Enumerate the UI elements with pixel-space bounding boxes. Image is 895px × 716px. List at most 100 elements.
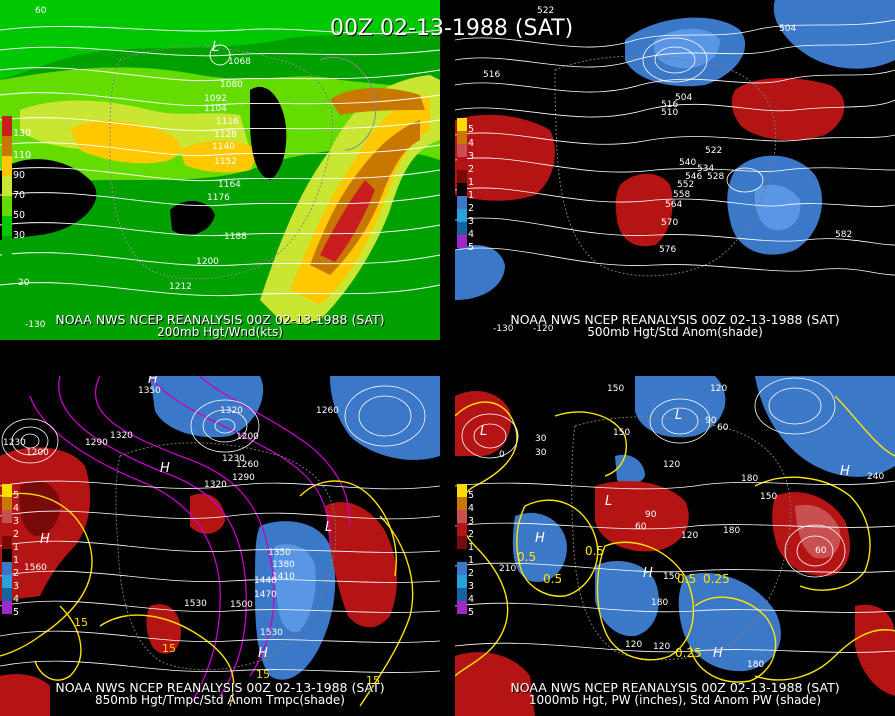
colorbar-label: 70 [13,190,26,201]
contour-label: 564 [665,200,683,210]
colorbar-label: 90 [13,170,26,181]
page-title: 00Z 02-13-1988 (SAT) [330,16,574,41]
high-pressure-marker: H [160,461,170,476]
contour-label: 522 [537,6,555,16]
pw-label: 0.25 [703,572,730,586]
high-pressure-marker: H [258,646,268,661]
low-pressure-marker: L [605,494,613,509]
contour-label: 120 [710,384,728,394]
colorbar-label: 50 [13,210,26,221]
colorbar-label: 1 [468,190,475,201]
contour-label: 1140 [212,142,235,152]
high-pressure-marker: H [148,376,158,387]
contour-label: 120 [681,531,699,541]
colorbar-label: 30 [13,230,26,241]
contour-label: 552 [677,180,695,190]
contour-label: 60 [717,423,729,433]
colorbar [2,484,12,614]
contour-label: 1530 [260,628,283,638]
coord-label: -130 [493,324,514,334]
temperature-label: 15 [74,616,88,629]
contour-label: 210 [499,564,517,574]
contour-label: 1320 [204,480,227,490]
caption-line-2: 200mb Hgt/Wnd(kts) [157,325,283,339]
contour-label: 576 [659,245,677,255]
colorbar-label: 4 [468,503,475,514]
colorbar-label: 3 [468,516,475,527]
temperature-label: 15 [256,668,270,681]
contour-label: 528 [707,172,725,182]
contour-label: 1188 [224,232,247,242]
colorbar-label: 5 [13,490,20,501]
contour-label: 90 [705,416,717,426]
contour-label: 1290 [85,438,108,448]
coord-label: 20 [18,278,30,288]
contour-label: 120 [653,642,671,652]
panel-1000mb-height-pw: 5 4 3 2 1 1 2 3 4 5 L L H H H H L 150 12… [455,376,895,716]
temperature-label: 15 [366,674,380,687]
colorbar-label: 2 [468,568,475,579]
colorbar-label: 1 [468,542,475,553]
high-pressure-marker: H [535,531,545,546]
colorbar-label: 1 [13,555,20,566]
colorbar-label: 1 [13,542,20,553]
colorbar-label: 3 [13,516,20,527]
contour-label: 1320 [220,406,243,416]
contour-label: 516 [661,100,679,110]
pw-label: 0.5 [543,572,563,586]
temperature-anomaly-map [0,376,440,716]
contour-label: 1350 [268,548,291,558]
low-pressure-marker: L [480,424,488,439]
contour-label: 1470 [254,590,277,600]
caption-line-1: NOAA NWS NCEP REANALYSIS 00Z 02-13-1988 … [510,680,840,695]
contour-label: 546 [685,172,703,182]
contour-label: 1500 [230,600,253,610]
panel-200mb-height-wind: 130 110 90 70 50 30 60 -130 20 L 1068 10… [0,0,440,340]
colorbar-label: 5 [13,607,20,618]
contour-label: 180 [747,660,765,670]
caption-line-2: 500mb Hgt/Std Anom(shade) [587,325,763,339]
low-pressure-marker: L [675,408,683,423]
panel-caption: NOAA NWS NCEP REANALYSIS 00Z 02-13-1988 … [0,681,440,706]
colorbar-label: 4 [468,594,475,605]
contour-label: 570 [661,218,679,228]
panel-850mb-height-temp: 5 4 3 2 1 1 2 3 4 5 H H H L H 1350 1320 … [0,376,440,716]
colorbar-label: 5 [468,607,475,618]
colorbar-label: 5 [468,242,475,253]
colorbar-label: 5 [468,124,475,135]
pw-label: 0.5 [517,550,537,564]
low-pressure-marker: L [212,40,220,55]
contour-label: 1200 [196,257,219,267]
coord-label: -130 [25,320,46,330]
contour-label: 1380 [272,560,295,570]
contour-label: 1560 [24,563,47,573]
contour-label: 1176 [207,193,230,203]
colorbar [457,484,467,614]
colorbar-label: 2 [468,203,475,214]
caption-line-2: 1000mb Hgt, PW (inches), Std Anom PW (sh… [528,693,822,707]
contour-label: 1128 [214,130,237,140]
low-pressure-marker: L [325,520,333,535]
high-pressure-marker: H [713,646,723,661]
contour-label: 240 [867,472,885,482]
wind-speed-map [0,0,440,340]
colorbar-label: 3 [468,216,475,227]
contour-label: 1290 [232,473,255,483]
contour-label: 504 [779,24,797,34]
contour-label: 1092 [204,94,227,104]
panel-500mb-height-anomaly: 5 4 3 2 1 1 2 3 4 5 522 516 504 516 510 … [455,0,895,340]
colorbar-label: 3 [13,581,20,592]
contour-label: 1530 [184,599,207,609]
high-pressure-marker: H [40,532,50,547]
high-pressure-marker: H [840,464,850,479]
contour-label: 504 [675,93,693,103]
colorbar-label: 110 [13,150,32,161]
colorbar-label: 1 [468,177,475,188]
contour-label: 150 [607,384,625,394]
caption-line-1: NOAA NWS NCEP REANALYSIS 00Z 02-13-1988 … [55,312,385,327]
colorbar-label: 2 [468,164,475,175]
contour-label: 534 [697,164,715,174]
pw-label: 0.25 [675,646,702,660]
contour-label: 1212 [169,282,192,292]
colorbar-label: 2 [13,529,20,540]
